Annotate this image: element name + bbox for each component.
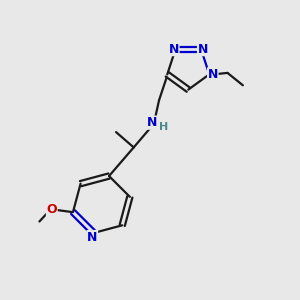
Text: N: N xyxy=(87,230,98,244)
Text: N: N xyxy=(169,43,179,56)
Text: H: H xyxy=(159,122,168,132)
Text: N: N xyxy=(147,116,158,129)
Text: N: N xyxy=(197,43,208,56)
Text: N: N xyxy=(208,68,218,81)
Text: O: O xyxy=(46,203,57,216)
